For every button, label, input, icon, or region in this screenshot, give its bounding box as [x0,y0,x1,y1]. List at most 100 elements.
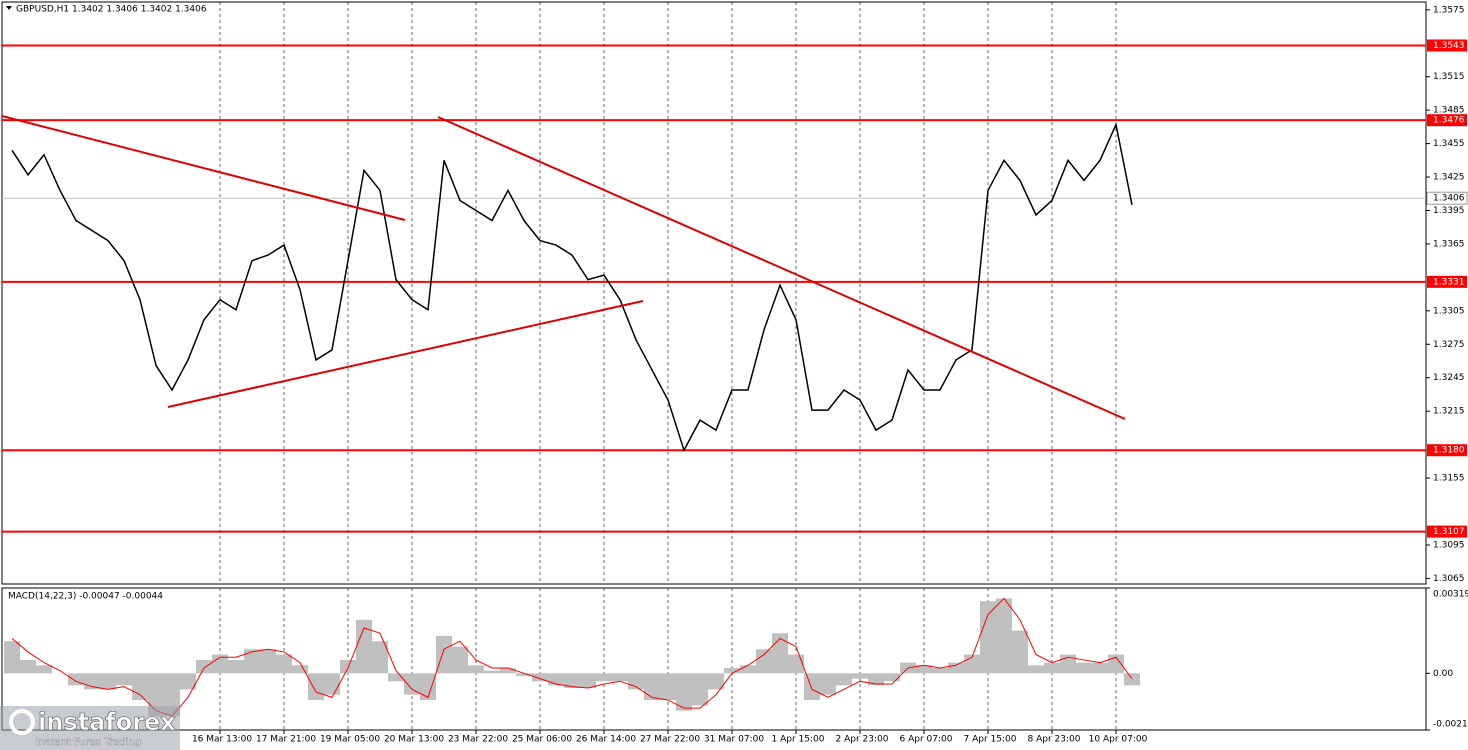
macd-bar [852,673,868,679]
macd-bar [500,667,516,674]
x-tick-label: 31 Mar 07:00 [704,735,764,745]
macd-bar [948,662,964,674]
macd-bar [1124,673,1140,686]
x-tick-label: 16 Mar 13:00 [192,735,252,745]
level-label: 1.3543 [1433,41,1465,51]
macd-bar [36,665,52,674]
macd-bar [756,649,772,674]
macd-bar [324,673,340,695]
y-tick-label: 1.3455 [1433,139,1465,149]
macd-bar [180,673,196,690]
macd-bar [676,673,692,711]
macd-bar [980,601,996,674]
y-tick-label: 0.00 [1433,669,1453,679]
macd-bar [740,665,756,674]
macd-bar [244,649,260,674]
macd-bar [276,654,292,674]
y-tick-label: 1.3395 [1433,206,1465,216]
menu-arrow[interactable] [6,6,12,10]
macd-bar [1108,654,1124,674]
macd-bar [1012,630,1028,674]
macd-bar [836,673,852,686]
x-tick-label: 20 Mar 13:00 [384,735,444,745]
level-label: 1.3476 [1433,116,1465,126]
signal-line [11,597,1133,717]
x-tick-label: 6 Apr 07:00 [900,735,953,745]
trendline [1,115,406,221]
macd-bar [516,673,532,676]
watermark: instaforex Instant Forex Trading [0,706,180,750]
y-tick-label: 1.3215 [1433,407,1465,417]
level-box [1427,525,1467,538]
macd-panel [1,587,1427,731]
macd-bar [1028,665,1044,674]
macd-bar [724,667,740,674]
macd-bar [404,673,420,695]
watermark-tagline: Instant Forex Trading [36,737,141,748]
level-box [1427,114,1467,127]
macd-bar [148,673,164,717]
macd-bar [4,641,20,674]
macd-bar [1076,662,1092,674]
macd-bar [564,673,580,689]
macd-bar [932,667,948,674]
macd-bar [596,673,612,682]
level-box [1427,275,1467,288]
macd-bar [292,665,308,674]
macd-bar [436,635,452,674]
y-tick-label: 1.3095 [1433,540,1465,550]
trendline [437,116,1126,420]
macd-bar [1060,654,1076,674]
macd-bar [1044,662,1060,674]
macd-bar [996,598,1012,674]
macd-bar [196,659,212,674]
x-tick-label: 27 Mar 22:00 [640,735,700,745]
macd-bar [100,673,116,690]
macd-bar [884,673,900,682]
y-tick-label: 1.3275 [1433,340,1465,350]
y-tick-label: 1.3575 [1433,5,1465,15]
macd-bar [116,673,132,686]
watermark-brand: instaforex [38,708,176,736]
macd-bar [484,670,500,674]
level-box [1427,39,1467,52]
macd-bar [868,673,884,686]
watermark-logo [9,709,35,735]
x-tick-label: 17 Mar 21:00 [256,735,316,745]
x-tick-label: 25 Mar 06:00 [512,735,572,745]
y-tick-label: 1.3305 [1433,306,1465,316]
macd-title: MACD(14,22,3) -0.00047 -0.00044 [8,592,163,602]
y-tick-label: 1.3485 [1433,106,1465,116]
last-price-box [1426,191,1468,205]
last-price-label: 1.3406 [1433,194,1465,204]
macd-bar [692,673,708,706]
x-tick-label: 26 Mar 14:00 [576,735,636,745]
y-tick-label: 1.3365 [1433,239,1465,249]
macd-bar [708,673,724,690]
y-tick-label: 1.3515 [1433,72,1465,82]
macd-bar [372,641,388,674]
chart-title: GBPUSD,H1 1.3402 1.3406 1.3402 1.3406 [16,5,207,15]
level-label: 1.3107 [1433,527,1465,537]
x-tick-label: 7 Apr 15:00 [964,735,1017,745]
y-tick-label: 1.3065 [1433,574,1465,584]
x-tick-label: 2 Apr 23:00 [836,735,889,745]
macd-bar [580,673,596,689]
x-tick-label: 8 Apr 23:00 [1028,735,1081,745]
x-tick-label: 19 Mar 05:00 [320,735,380,745]
y-tick-label: -0.00212 [1433,720,1468,730]
macd-bar [916,665,932,674]
macd-bar [20,659,36,674]
macd-bar [612,673,628,682]
level-box [1427,444,1467,457]
price-line [11,122,1133,453]
level-label: 1.3180 [1433,446,1465,456]
macd-bar [452,646,468,674]
macd-bar [1092,662,1108,674]
x-tick-label: 10 Apr 07:00 [1089,735,1148,745]
y-tick-label: 1.3155 [1433,474,1465,484]
macd-bar [228,659,244,674]
y-tick-label: 1.3425 [1433,173,1465,183]
macd-bar [356,619,372,674]
